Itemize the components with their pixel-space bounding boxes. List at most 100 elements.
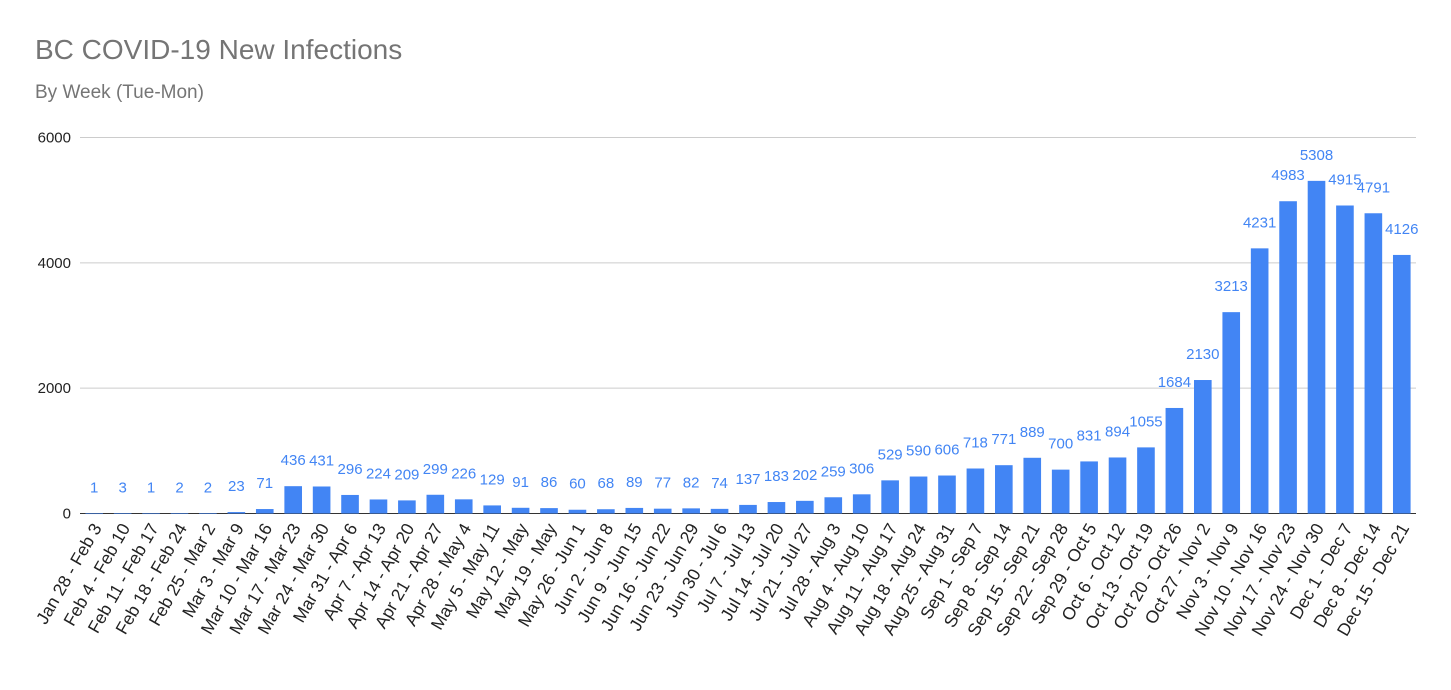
data-label: 2: [204, 479, 212, 496]
bar: [796, 500, 814, 514]
data-label: 3213: [1215, 278, 1248, 295]
bar: [540, 508, 558, 514]
bar: [199, 513, 217, 514]
bar: [966, 468, 985, 514]
data-label: 224: [366, 465, 391, 482]
data-label: 86: [541, 474, 558, 491]
data-label: 529: [878, 446, 903, 463]
bar: [568, 509, 587, 514]
data-label: 137: [735, 471, 760, 488]
bar: [1392, 254, 1411, 514]
y-tick-label: 0: [63, 506, 71, 523]
data-label: 183: [764, 468, 789, 485]
data-label: 1: [147, 479, 155, 496]
bar: [255, 509, 274, 514]
bars: [85, 180, 1411, 515]
data-label: 209: [394, 466, 419, 483]
data-label: 77: [654, 475, 671, 492]
data-label: 590: [906, 443, 931, 460]
data-label: 4791: [1357, 179, 1390, 196]
bar: [1193, 380, 1212, 514]
data-label: 718: [963, 435, 988, 452]
chart-title: BC COVID-19 New Infections: [35, 34, 403, 65]
bar: [511, 507, 530, 514]
bar: [1307, 180, 1326, 514]
data-label: 4983: [1271, 167, 1304, 184]
data-label: 436: [281, 452, 306, 469]
data-label: 71: [256, 475, 273, 492]
data-label: 2130: [1186, 346, 1219, 363]
data-label: 296: [338, 461, 363, 478]
data-label: 1: [90, 479, 98, 496]
data-label: 771: [991, 431, 1016, 448]
bar: [881, 480, 899, 514]
data-label: 2: [175, 479, 183, 496]
data-label: 91: [512, 474, 529, 491]
bar: [1336, 205, 1354, 514]
data-label: 129: [480, 471, 505, 488]
data-label: 299: [423, 461, 448, 478]
bar: [625, 507, 644, 514]
bar: [710, 508, 729, 514]
data-label: 431: [309, 452, 334, 469]
data-label: 82: [683, 474, 700, 491]
y-tick-label: 6000: [38, 130, 71, 147]
bar: [909, 476, 928, 514]
chart-subtitle: By Week (Tue-Mon): [35, 82, 204, 103]
data-label: 306: [849, 460, 874, 477]
data-label: 5308: [1300, 147, 1333, 164]
data-label: 23: [228, 478, 245, 495]
data-label: 894: [1105, 423, 1130, 440]
data-label: 1684: [1158, 374, 1191, 391]
data-label: 60: [569, 476, 586, 493]
bar: [938, 475, 956, 514]
bar: [1222, 312, 1241, 514]
data-label: 259: [821, 463, 846, 480]
data-label: 4231: [1243, 214, 1276, 231]
data-label: 226: [451, 465, 476, 482]
data-label: 4915: [1328, 171, 1361, 188]
bar: [995, 465, 1013, 514]
data-label: 1055: [1129, 413, 1162, 430]
bar: [682, 508, 700, 514]
bar: [1108, 457, 1127, 514]
data-label: 606: [934, 442, 959, 459]
y-tick-label: 2000: [38, 380, 71, 397]
bar: [85, 513, 104, 515]
bar: [170, 513, 189, 514]
bar: [369, 499, 388, 514]
data-label: 4126: [1385, 221, 1418, 238]
data-label: 831: [1077, 427, 1102, 444]
data-label: 202: [792, 467, 817, 484]
data-label: 74: [711, 475, 728, 492]
bar: [739, 504, 757, 514]
bar: [767, 502, 786, 514]
bar: [653, 508, 672, 514]
bar: [824, 497, 843, 514]
bar: [312, 486, 331, 514]
y-tick-label: 4000: [38, 255, 71, 272]
bar: [1023, 457, 1042, 514]
bar: [341, 494, 359, 514]
bar: [1051, 469, 1070, 514]
y-axis-ticks: 0 2000 4000 6000: [38, 130, 71, 523]
bar: [597, 509, 615, 514]
bar: [1165, 407, 1184, 514]
bar: [398, 500, 416, 514]
data-label: 700: [1048, 436, 1073, 453]
bar: [1080, 461, 1098, 514]
bar: [284, 486, 303, 514]
bar: [1364, 213, 1383, 514]
bar: [426, 494, 445, 514]
bar: [454, 499, 473, 514]
data-label: 89: [626, 474, 643, 491]
bar: [113, 513, 132, 514]
data-label: 68: [598, 475, 615, 492]
bar: [227, 512, 246, 514]
bar: [1137, 447, 1155, 514]
bar: [1279, 201, 1297, 514]
data-label: 3: [118, 479, 126, 496]
